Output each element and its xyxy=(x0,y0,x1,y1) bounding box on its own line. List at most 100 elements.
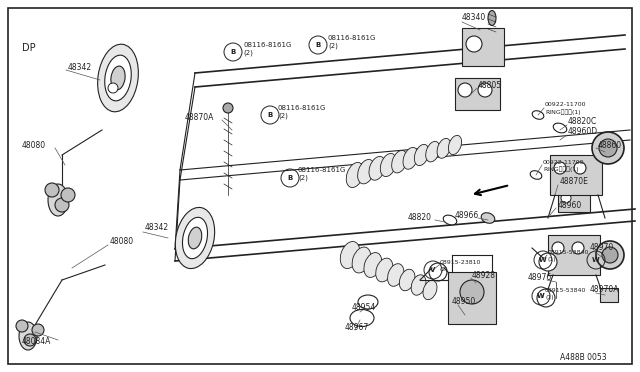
Text: 48820C: 48820C xyxy=(568,118,597,126)
Ellipse shape xyxy=(426,141,440,162)
Ellipse shape xyxy=(392,150,407,173)
Text: (2): (2) xyxy=(298,175,308,181)
Text: 48820: 48820 xyxy=(408,214,432,222)
Text: B: B xyxy=(268,112,273,118)
Text: 48976: 48976 xyxy=(528,273,552,282)
Text: 08915-53840: 08915-53840 xyxy=(548,250,589,254)
Ellipse shape xyxy=(175,208,214,269)
Text: 48860: 48860 xyxy=(598,141,622,150)
Ellipse shape xyxy=(111,66,125,90)
Circle shape xyxy=(574,162,586,174)
Ellipse shape xyxy=(340,241,360,269)
Ellipse shape xyxy=(358,160,374,184)
Text: W: W xyxy=(537,293,545,299)
Ellipse shape xyxy=(532,111,544,119)
Text: 48870E: 48870E xyxy=(560,177,589,186)
Ellipse shape xyxy=(350,310,374,327)
Text: W: W xyxy=(539,257,547,263)
Text: 00922-11700: 00922-11700 xyxy=(545,103,586,108)
Circle shape xyxy=(16,320,28,332)
Circle shape xyxy=(61,188,75,202)
Ellipse shape xyxy=(437,138,451,158)
Text: 48084A: 48084A xyxy=(22,337,51,346)
Circle shape xyxy=(469,275,483,289)
Circle shape xyxy=(32,324,44,336)
Circle shape xyxy=(460,280,484,304)
Text: V: V xyxy=(430,267,436,273)
Text: 08116-8161G: 08116-8161G xyxy=(243,42,291,48)
Text: B: B xyxy=(230,49,236,55)
Ellipse shape xyxy=(414,144,429,166)
Circle shape xyxy=(223,103,233,113)
Ellipse shape xyxy=(105,55,131,101)
Circle shape xyxy=(539,253,557,271)
Bar xyxy=(550,155,602,195)
Circle shape xyxy=(537,289,555,307)
Text: 48967: 48967 xyxy=(345,324,369,333)
Ellipse shape xyxy=(182,217,207,259)
Text: 08116-8161G: 08116-8161G xyxy=(328,35,376,41)
Text: 48928: 48928 xyxy=(472,270,496,279)
Ellipse shape xyxy=(530,171,542,179)
Ellipse shape xyxy=(352,247,371,273)
Circle shape xyxy=(24,334,36,346)
Text: 48080: 48080 xyxy=(110,237,134,247)
Bar xyxy=(448,272,496,324)
Ellipse shape xyxy=(449,135,461,155)
Circle shape xyxy=(596,241,624,269)
Ellipse shape xyxy=(369,157,385,180)
Circle shape xyxy=(552,242,564,254)
Bar xyxy=(548,235,600,275)
Circle shape xyxy=(458,83,472,97)
Circle shape xyxy=(572,242,584,254)
Circle shape xyxy=(599,139,617,157)
Text: 48970: 48970 xyxy=(590,244,614,253)
Bar xyxy=(558,188,590,212)
Text: A488B 0053: A488B 0053 xyxy=(560,353,607,362)
Ellipse shape xyxy=(481,213,495,223)
Ellipse shape xyxy=(488,10,496,26)
Text: DP: DP xyxy=(22,43,36,53)
Ellipse shape xyxy=(376,258,393,282)
Text: (2): (2) xyxy=(328,43,338,49)
Text: W: W xyxy=(592,257,600,263)
Ellipse shape xyxy=(403,147,418,169)
Ellipse shape xyxy=(411,275,426,295)
Text: 48970A: 48970A xyxy=(590,285,620,295)
Bar xyxy=(600,288,618,302)
Text: 48954: 48954 xyxy=(352,304,376,312)
Ellipse shape xyxy=(553,123,567,133)
Text: 48960: 48960 xyxy=(558,201,582,209)
Bar xyxy=(455,78,500,110)
Text: 48805: 48805 xyxy=(478,80,502,90)
Bar xyxy=(462,28,504,66)
Ellipse shape xyxy=(346,163,364,187)
Text: 08116-8161G: 08116-8161G xyxy=(298,167,346,173)
Text: 08915-53840: 08915-53840 xyxy=(545,288,586,292)
Text: (2): (2) xyxy=(440,266,449,272)
Ellipse shape xyxy=(98,44,138,112)
Circle shape xyxy=(478,83,492,97)
Ellipse shape xyxy=(364,253,382,278)
Text: RINGリング(1): RINGリング(1) xyxy=(545,109,580,115)
Ellipse shape xyxy=(380,153,396,177)
Text: 48340: 48340 xyxy=(462,13,486,22)
Text: (2): (2) xyxy=(243,50,253,56)
Circle shape xyxy=(554,162,566,174)
Text: B: B xyxy=(316,42,321,48)
Text: 48342: 48342 xyxy=(68,64,92,73)
Text: 08915-23810: 08915-23810 xyxy=(440,260,481,264)
Text: (1): (1) xyxy=(548,257,557,262)
Text: 48870A: 48870A xyxy=(185,113,214,122)
Text: 48960D: 48960D xyxy=(568,128,598,137)
Text: 48950: 48950 xyxy=(452,298,476,307)
Circle shape xyxy=(45,183,59,197)
Text: 08116-8161G: 08116-8161G xyxy=(278,105,326,111)
Ellipse shape xyxy=(358,295,378,309)
Text: 00922-11700: 00922-11700 xyxy=(543,160,584,164)
Ellipse shape xyxy=(19,322,37,350)
Ellipse shape xyxy=(444,215,457,225)
Ellipse shape xyxy=(423,280,437,300)
Text: (2): (2) xyxy=(278,113,288,119)
Circle shape xyxy=(108,83,118,93)
